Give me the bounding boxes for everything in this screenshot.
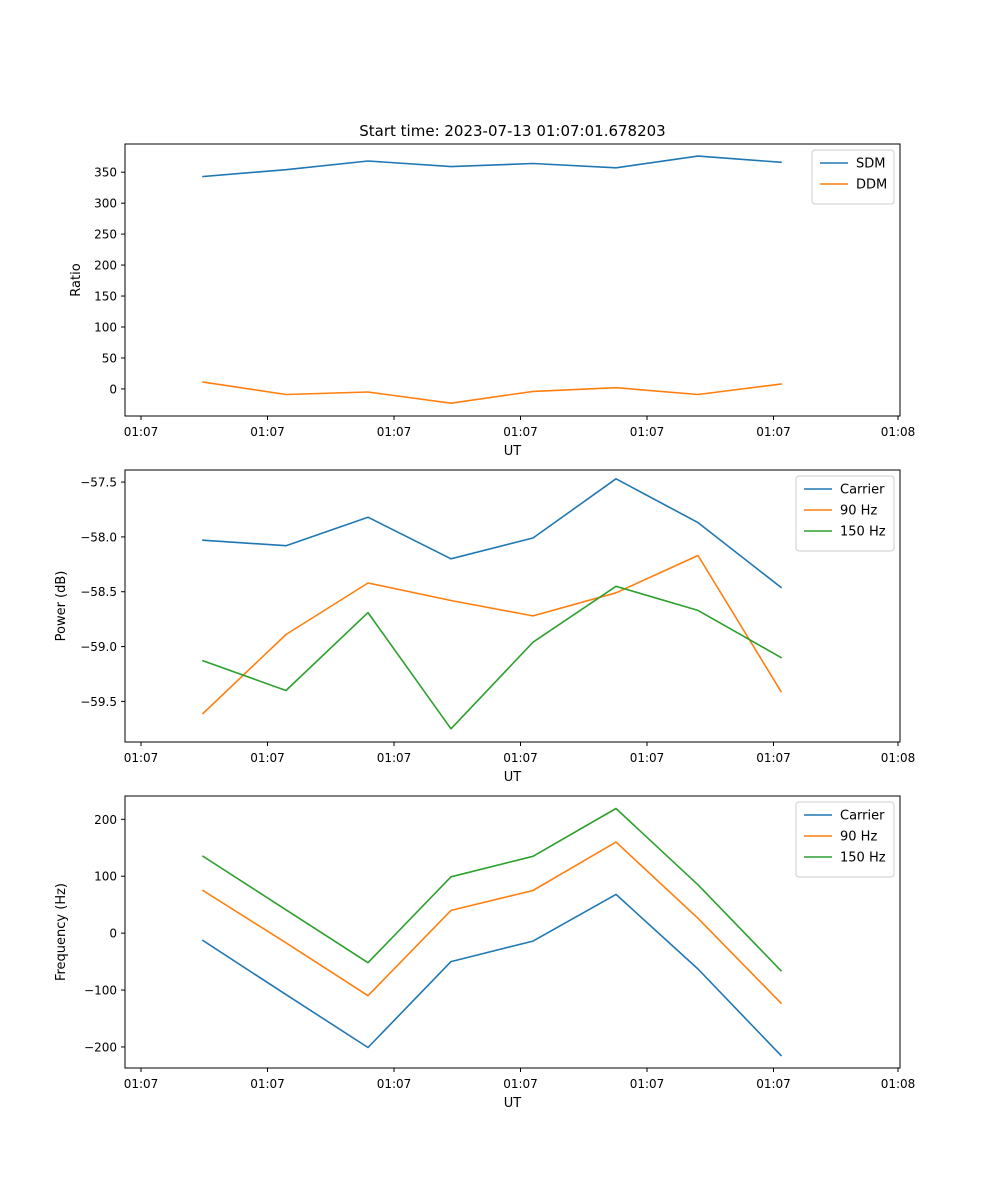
x-tick-label: 01:07 xyxy=(250,751,285,765)
x-tick-label: 01:07 xyxy=(503,1077,538,1091)
x-tick-label: 01:07 xyxy=(124,1077,159,1091)
y-tick-label: 300 xyxy=(94,197,117,211)
y-tick-label: −200 xyxy=(84,1040,117,1054)
x-axis-label: UT xyxy=(504,770,522,785)
x-tick-label: 01:07 xyxy=(250,1077,285,1091)
legend: Carrier 90 Hz 150 Hz xyxy=(795,801,895,878)
legend-label: 150 Hz xyxy=(840,851,886,866)
y-tick-label: 150 xyxy=(94,290,117,304)
y-tick-label: −57.5 xyxy=(80,476,117,490)
series-line-sdm xyxy=(202,155,782,178)
x-tick-label: 01:07 xyxy=(124,425,159,439)
series-line-carrier xyxy=(202,477,783,589)
y-tick-label: 100 xyxy=(94,870,117,884)
x-tick-label: 01:07 xyxy=(377,425,412,439)
y-axis-label: Ratio xyxy=(69,263,84,296)
plot-frame xyxy=(124,795,901,1069)
y-tick-label: 350 xyxy=(94,166,117,180)
x-tick-label: 01:07 xyxy=(377,1077,412,1091)
legend-label: 90 Hz xyxy=(840,830,877,845)
series-line-carrier xyxy=(201,893,783,1057)
x-tick-label: 01:07 xyxy=(250,425,285,439)
x-tick-label: 01:07 xyxy=(756,1077,791,1091)
y-tick-label: 0 xyxy=(109,382,117,396)
legend-label: 90 Hz xyxy=(840,504,877,519)
x-tick-label: 01:07 xyxy=(630,425,665,439)
chart-title: Start time: 2023-07-13 01:07:01.678203 xyxy=(359,122,665,140)
y-tick-label: −100 xyxy=(84,984,117,998)
x-tick-label: 01:07 xyxy=(377,751,412,765)
legend: Carrier 90 Hz 150 Hz xyxy=(795,475,895,552)
y-tick-label: −58.0 xyxy=(80,530,117,544)
y-tick-label: 100 xyxy=(94,321,117,335)
y-tick-label: −59.0 xyxy=(80,640,117,654)
series-line-90-hz xyxy=(201,554,783,715)
x-tick-label: 01:07 xyxy=(503,425,538,439)
y-tick-label: 250 xyxy=(94,228,117,242)
legend-box xyxy=(795,801,895,878)
legend-label: Carrier xyxy=(840,809,885,824)
legend-label: DDM xyxy=(856,178,887,193)
y-tick-label: 200 xyxy=(94,813,117,827)
y-tick-label: 50 xyxy=(102,351,117,365)
y-axis-label: Frequency (Hz) xyxy=(54,883,69,981)
plot-frame xyxy=(124,469,901,743)
y-axis-label: Power (dB) xyxy=(54,571,69,642)
y-tick-label: −59.5 xyxy=(80,695,117,709)
y-tick-label: 200 xyxy=(94,259,117,273)
legend-label: SDM xyxy=(856,157,885,172)
x-tick-label: 01:08 xyxy=(881,425,916,439)
series-line-150-hz xyxy=(201,807,783,972)
series-line-ddm xyxy=(202,381,782,405)
x-tick-label: 01:07 xyxy=(124,751,159,765)
series-line-150-hz xyxy=(201,585,783,730)
chart-panel-1: Start time: 2023-07-13 01:07:01.67820301… xyxy=(69,122,915,459)
x-tick-label: 01:07 xyxy=(630,751,665,765)
chart-panel-2: 01:07 01:07 01:07 01:07 01:07 01:07 01:08 −59.5… xyxy=(54,469,916,785)
y-tick-label: 0 xyxy=(109,927,117,941)
x-tick-label: 01:08 xyxy=(881,1077,916,1091)
legend-label: Carrier xyxy=(840,483,885,498)
y-tick-label: −58.5 xyxy=(80,585,117,599)
plot-frame xyxy=(124,143,901,417)
series-line-90-hz xyxy=(201,841,783,1005)
x-tick-label: 01:07 xyxy=(756,425,791,439)
legend-label: 150 Hz xyxy=(840,525,886,540)
x-tick-label: 01:07 xyxy=(630,1077,665,1091)
x-axis-label: UT xyxy=(504,444,522,459)
legend: SDM DDM xyxy=(811,149,895,205)
x-tick-label: 01:07 xyxy=(756,751,791,765)
x-tick-label: 01:08 xyxy=(881,751,916,765)
chart-panel-3: 01:07 01:07 01:07 01:07 01:07 01:07 01:08 −200 −… xyxy=(54,795,916,1111)
x-tick-label: 01:07 xyxy=(503,751,538,765)
x-axis-label: UT xyxy=(504,1096,522,1111)
legend-box xyxy=(795,475,895,552)
